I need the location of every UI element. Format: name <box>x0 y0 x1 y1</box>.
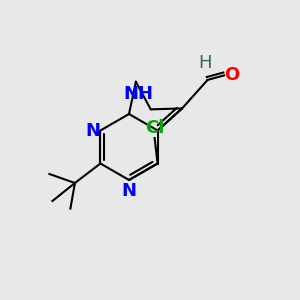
Text: Cl: Cl <box>145 118 164 136</box>
Text: N: N <box>122 182 136 200</box>
Text: NH: NH <box>124 85 154 103</box>
Text: H: H <box>198 54 211 72</box>
Text: N: N <box>85 122 100 140</box>
Text: O: O <box>224 66 239 84</box>
